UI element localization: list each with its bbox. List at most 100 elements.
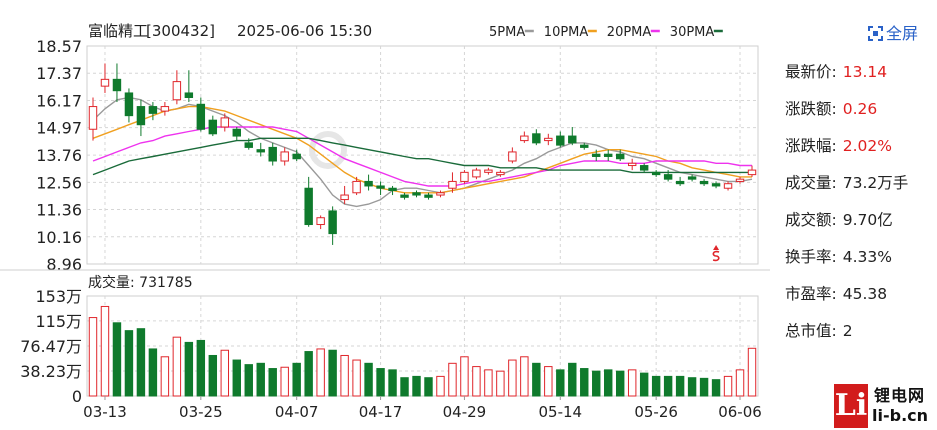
candle <box>484 167 493 175</box>
volume-bars <box>88 305 757 397</box>
candle <box>88 97 98 141</box>
volume-bar <box>639 372 649 397</box>
candle-body <box>400 194 409 198</box>
volume-bar <box>448 362 457 397</box>
candle-body <box>735 178 745 182</box>
watermark-cn: 锂电网 <box>874 386 926 405</box>
price-tick-label: 8.96 <box>46 255 82 274</box>
volume-bar <box>352 359 361 397</box>
candle <box>448 172 457 193</box>
x-tick-label: 03-13 <box>83 403 127 421</box>
volume-bar <box>412 375 421 397</box>
marker-arrow <box>713 245 720 250</box>
fullscreen-button[interactable]: 全屏 <box>868 20 918 44</box>
candle-body <box>687 176 697 180</box>
candle <box>615 149 625 162</box>
candle <box>711 181 721 189</box>
volume-bar <box>364 362 373 397</box>
price-tick-label: 11.36 <box>36 201 82 220</box>
watermark-logo: Li 锂电网 li-b.cn <box>834 382 937 430</box>
ma-legend-label: 30PMA <box>670 25 715 40</box>
volume-bar <box>220 349 230 397</box>
candle-body <box>496 171 505 176</box>
volume-bar <box>651 375 661 397</box>
volume-bar <box>196 339 206 397</box>
volume-bar <box>244 364 253 397</box>
info-row: 最新价: 13.14 <box>785 60 887 86</box>
date-axis: 03-13 03-25 04-07 04-17 04-29 05-14 05-26 06-06 <box>83 396 762 421</box>
volume-title: 成交量: 731785 <box>88 274 193 291</box>
ma-legend-label: 20PMA <box>607 25 652 40</box>
volume-bar <box>232 359 241 397</box>
volume-bar <box>268 368 277 397</box>
candle <box>604 149 613 162</box>
candle-body <box>100 78 110 87</box>
volume-bar <box>615 370 625 397</box>
candle-body <box>232 128 241 137</box>
volume-tick-label: 115万 <box>35 312 82 331</box>
candle-body <box>160 106 170 112</box>
candle-body <box>292 153 301 160</box>
candle <box>124 88 134 123</box>
candle <box>627 158 637 171</box>
candle <box>400 192 409 200</box>
price-tick-label: 16.17 <box>36 91 82 110</box>
candle <box>675 176 685 186</box>
candle <box>388 185 397 196</box>
volume-bar <box>160 356 170 397</box>
candle <box>747 165 757 177</box>
stock-code: [300432] <box>146 22 215 40</box>
candle <box>112 63 122 103</box>
info-value: 2.02% <box>842 137 892 155</box>
candle <box>376 181 385 196</box>
candle-body <box>747 169 757 176</box>
candle <box>268 142 277 166</box>
candle <box>172 70 182 105</box>
volume-bar <box>520 356 529 397</box>
candle-body <box>412 192 421 196</box>
volume-bar <box>544 366 553 397</box>
volume-tick-label: 38.23万 <box>20 362 82 381</box>
candle-body <box>556 135 565 146</box>
chart-watermark <box>309 131 347 169</box>
candle-body <box>472 169 481 178</box>
candle-body <box>484 169 493 173</box>
volume-bar <box>172 336 182 397</box>
volume-bar <box>256 362 265 397</box>
candle-body <box>675 180 685 185</box>
price-axis: 18.57 17.37 16.17 14.97 13.76 12.56 11.36 10.16… <box>0 37 770 274</box>
volume-bar <box>436 375 445 397</box>
candle-body <box>436 192 445 196</box>
candle <box>364 174 373 191</box>
candle <box>256 142 265 157</box>
info-row: 成交额: 9.70亿 <box>785 208 893 234</box>
info-row: 总市值: 2 <box>785 319 853 345</box>
volume-tick-label: 153万 <box>35 287 82 306</box>
candle-body <box>711 183 721 187</box>
info-row: 换手率: 4.33% <box>785 245 892 271</box>
volume-bar <box>376 368 385 397</box>
info-value: 45.38 <box>842 285 888 303</box>
candle <box>556 131 565 148</box>
x-tick-label: 05-26 <box>634 403 678 421</box>
chart-datetime: 2025-06-06 15:30 <box>237 22 372 40</box>
volume-bar <box>304 351 313 397</box>
candle <box>735 176 745 184</box>
candle-body <box>328 210 337 235</box>
volume-bar <box>675 375 685 397</box>
candle-body <box>663 174 673 180</box>
candle <box>412 190 421 198</box>
volume-bar <box>604 369 613 397</box>
candle-body <box>604 153 613 157</box>
candle-body <box>88 106 98 130</box>
volume-bar <box>184 341 194 397</box>
volume-bar <box>292 362 301 397</box>
candle-body <box>388 187 397 192</box>
candle-body <box>460 171 469 182</box>
volume-bar <box>532 362 541 397</box>
fullscreen-label: 全屏 <box>886 24 919 43</box>
candle <box>340 185 349 205</box>
info-label: 总市值: <box>785 322 837 340</box>
volume-bar <box>136 328 146 397</box>
candle-body <box>376 185 385 189</box>
